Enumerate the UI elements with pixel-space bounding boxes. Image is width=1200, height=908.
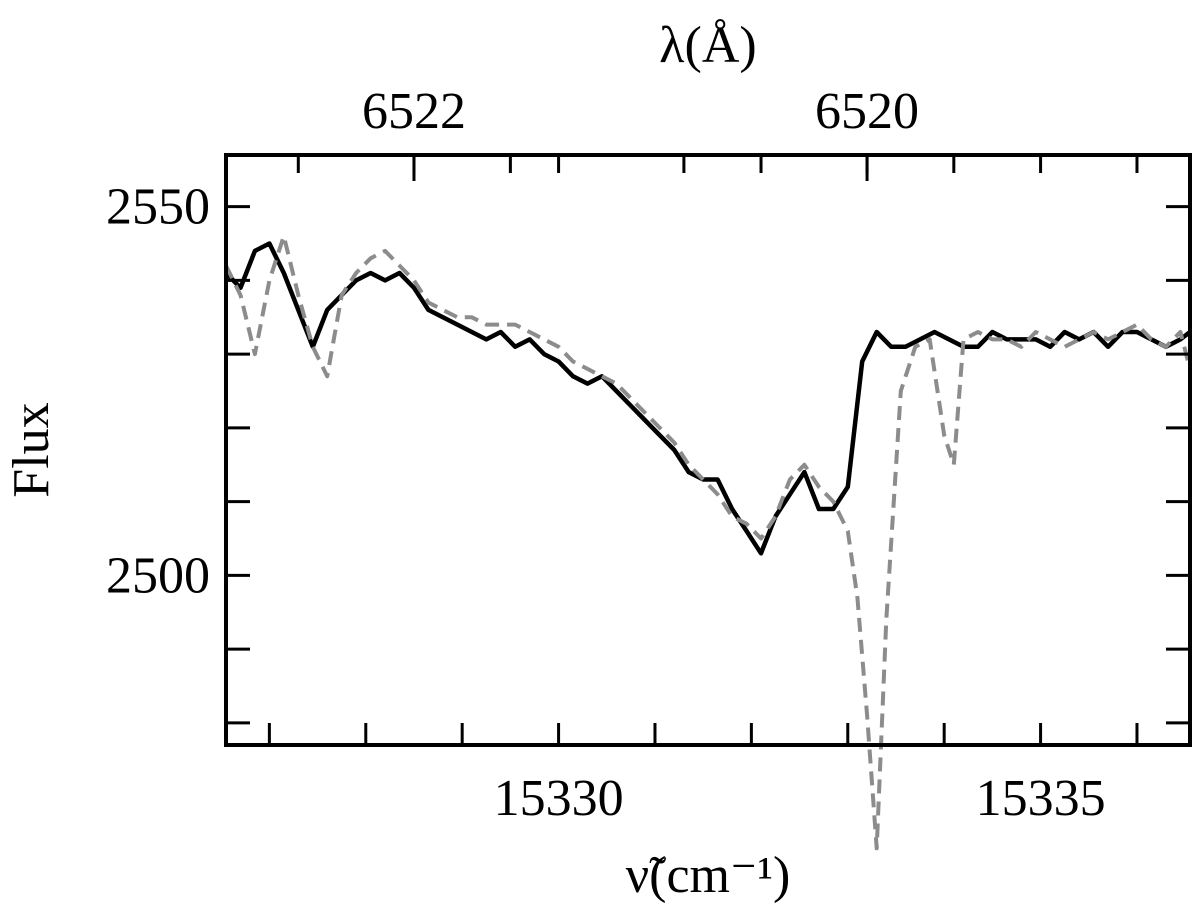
- series-line-dashed: [224, 234, 1192, 851]
- series-layer: [224, 234, 1192, 851]
- y-axis-label: Flux: [3, 402, 60, 497]
- series-line-solid: [224, 241, 1192, 556]
- x-tick-label: 15330: [494, 770, 624, 827]
- x-axis-label: ν̃(cm⁻¹): [626, 847, 791, 904]
- top-tick-label: 6520: [815, 83, 919, 140]
- top-tick-label: 6522: [362, 83, 466, 140]
- top-axis-label: λ(Å): [659, 17, 756, 74]
- y-tick-label: 2550: [106, 179, 210, 236]
- y-tick-label: 2500: [106, 547, 210, 604]
- ticks-layer: 15330 15335 6522 6520 2500 2550: [106, 83, 1190, 827]
- plot-frame: [224, 153, 1192, 747]
- x-tick-label: 15335: [976, 770, 1106, 827]
